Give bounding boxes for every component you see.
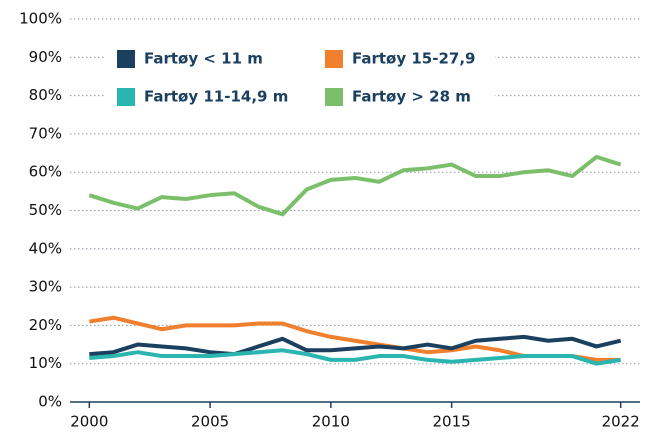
x-tick-label: 2015 xyxy=(433,413,471,431)
series-line xyxy=(88,154,622,217)
legend-swatch xyxy=(117,50,135,68)
y-tick-label: 100% xyxy=(19,10,62,28)
series-line xyxy=(89,334,622,357)
legend-label: Fartøy < 11 m xyxy=(144,50,263,68)
y-tick-label: 30% xyxy=(29,278,62,296)
x-tick-label: 2005 xyxy=(191,413,229,431)
y-tick-label: 60% xyxy=(29,163,62,181)
y-tick-label: 20% xyxy=(29,316,62,334)
legend-swatch xyxy=(325,88,343,106)
legend-swatch xyxy=(325,50,343,68)
x-tick-label: 2010 xyxy=(312,413,350,431)
series-line xyxy=(89,348,621,366)
x-tick-label: 2000 xyxy=(70,413,108,431)
y-tick-label: 70% xyxy=(29,124,62,142)
legend-label: Fartøy 15-27,9 xyxy=(352,50,475,68)
y-tick-label: 10% xyxy=(29,354,62,372)
y-tick-label: 50% xyxy=(29,201,62,219)
y-tick-label: 40% xyxy=(29,239,62,257)
y-tick-label: 80% xyxy=(29,86,62,104)
y-tick-label: 0% xyxy=(38,393,62,411)
legend-label: Fartøy 11-14,9 m xyxy=(144,88,288,106)
legend-box xyxy=(105,42,495,116)
x-tick-label: 2022 xyxy=(602,413,640,431)
y-tick-label: 90% xyxy=(29,48,62,66)
legend-swatch xyxy=(117,88,135,106)
legend-label: Fartøy > 28 m xyxy=(352,88,471,106)
